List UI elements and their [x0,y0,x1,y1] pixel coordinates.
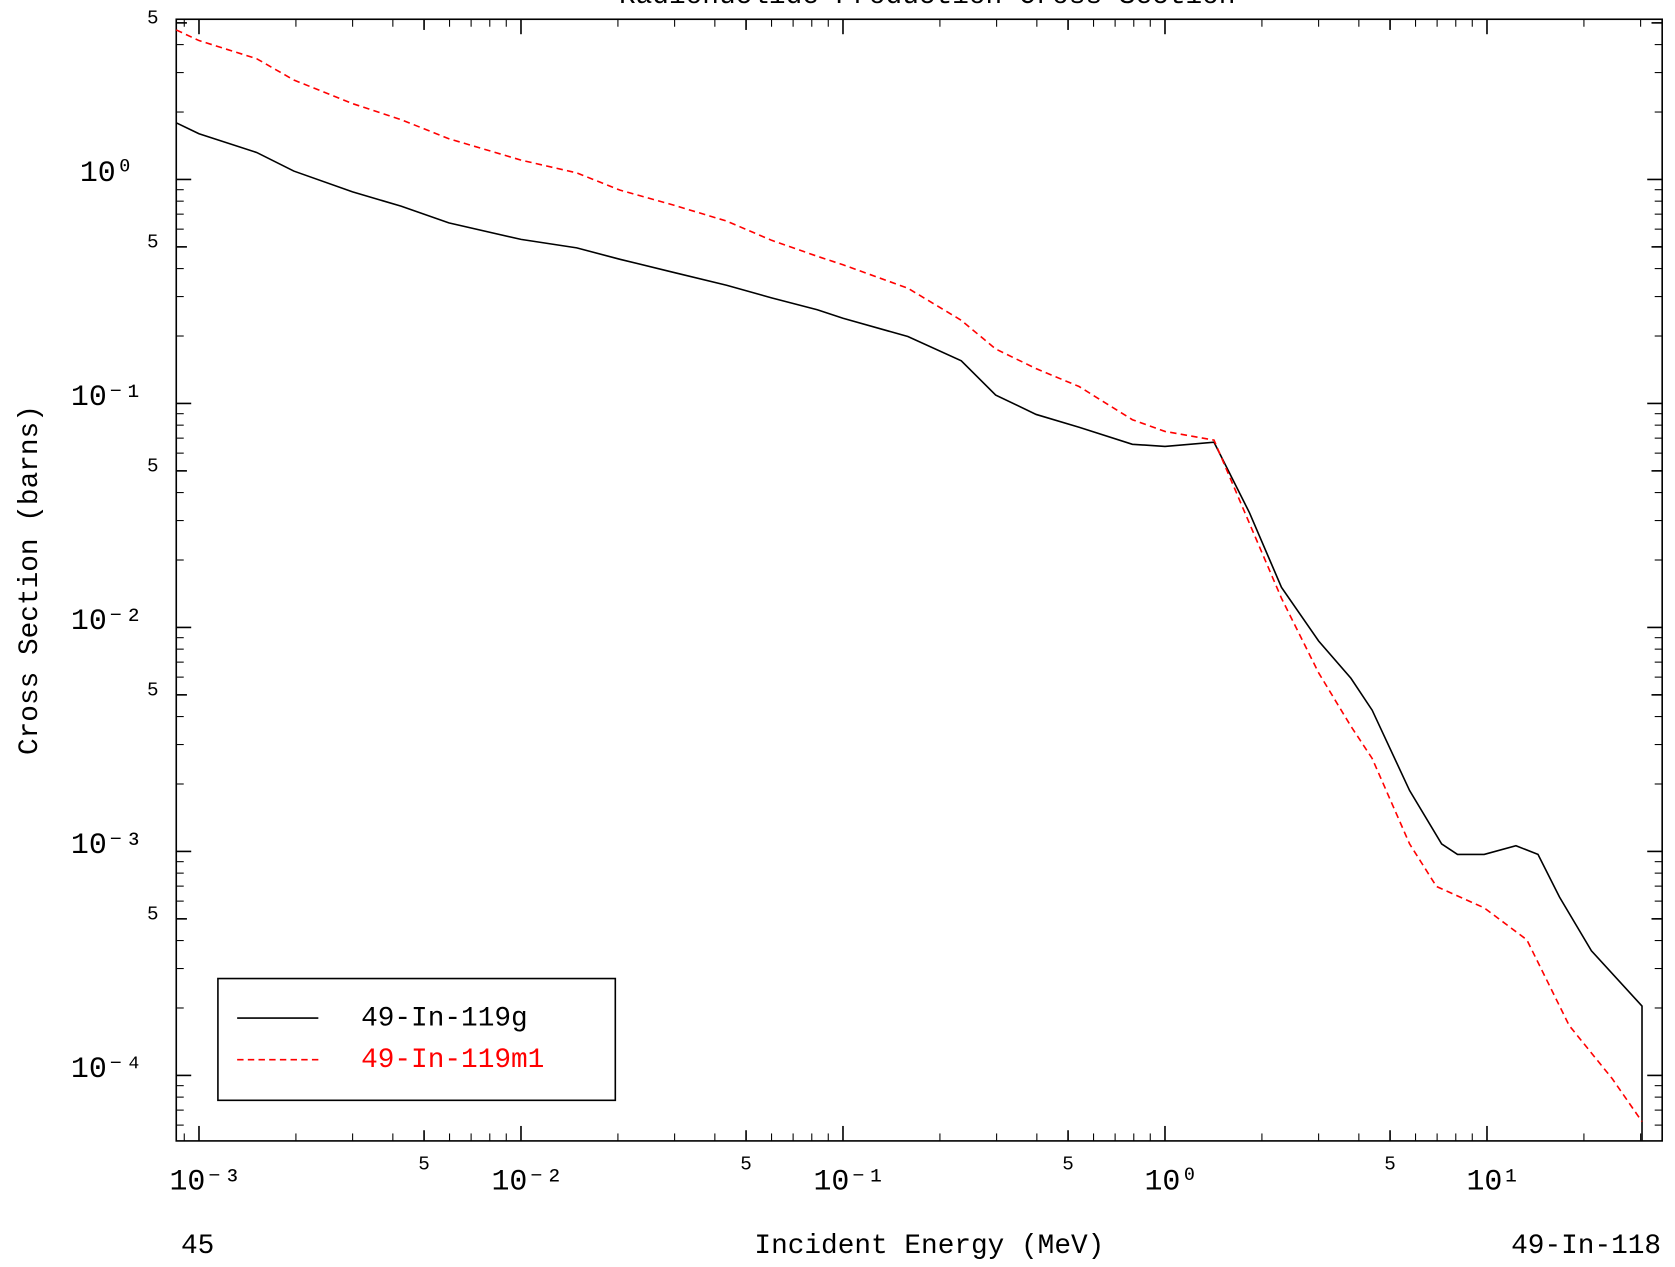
y-tick-label: 5 [147,904,159,926]
y-tick-label: 10⁻² [71,604,143,638]
y-tick-label: 5 [147,232,159,254]
series-line [175,122,1643,1141]
x-tick-label: 5 [740,1153,752,1175]
legend-box [217,977,617,1102]
y-tick-label: 10⁰ [80,156,134,190]
footer-right: 49-In-118 [1511,1231,1661,1262]
x-tick-label: 5 [1062,1153,1074,1175]
plot-frame [175,18,1663,1142]
x-axis-label: Incident Energy (MeV) [754,1231,1104,1262]
y-tick-label: 10⁻¹ [71,380,143,414]
y-tick-label: 10⁻⁴ [71,1052,143,1086]
x-tick-label: 10⁻³ [169,1164,241,1198]
footer-left: 45 [181,1231,214,1262]
y-tick-label: 5 [147,680,159,702]
legend-label: 49-In-119g [361,1003,528,1034]
y-tick-label: 10⁻³ [71,828,143,862]
x-tick-label: 5 [418,1153,430,1175]
x-tick-label: 10¹ [1466,1164,1520,1198]
y-axis-label: Cross Section (barns) [15,405,46,755]
y-tick-label: 5 [147,456,159,478]
x-tick-label: 5 [1384,1153,1396,1175]
x-tick-label: 10⁰ [1144,1164,1198,1198]
x-tick-label: 10⁻¹ [813,1164,885,1198]
x-tick-label: 10⁻² [491,1164,563,1198]
legend-label: 49-In-119m1 [361,1045,544,1076]
y-tick-label: 5 [147,8,159,30]
series-line [175,29,1643,1123]
chart-title: Radionuclide Production Cross Section [619,0,1236,12]
